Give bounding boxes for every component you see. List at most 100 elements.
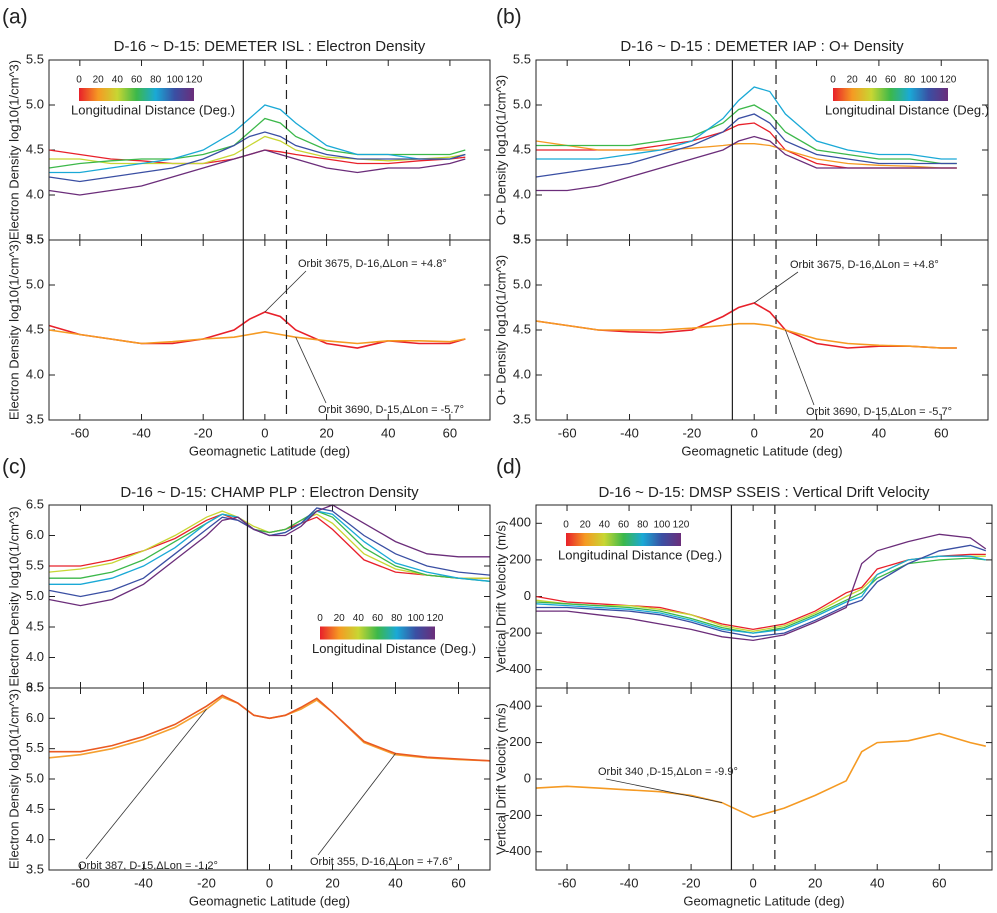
data-line [535, 140, 957, 169]
data-line [49, 513, 490, 579]
y-tick-label: 200 [509, 734, 531, 749]
colorbar-label: Longitudinal Distance (Deg.) [558, 547, 722, 562]
y-tick-label: 4.0 [26, 186, 44, 201]
plot-frame [48, 239, 491, 421]
x-tick-label: 40 [388, 875, 402, 890]
annotation: Orbit 387, D-15,ΔLon = -1.2° [78, 860, 218, 872]
x-tick-label: 40 [872, 425, 886, 440]
x-tick-label: -40 [620, 875, 639, 890]
annotation: Orbit 3690, D-15,ΔLon = -5.7° [318, 404, 464, 416]
annotation: Orbit 3690, D-15,ΔLon = -5.7° [806, 406, 952, 418]
colorbar-tick-label: 120 [186, 75, 203, 86]
x-tick-label: 20 [809, 425, 823, 440]
y-tick-label: 5.0 [26, 96, 44, 111]
colorbar-tick-label: 80 [391, 613, 403, 624]
panel-label: (b) [496, 6, 522, 29]
y-axis-label: Electron Density log10(1/cm^3) [6, 506, 21, 686]
y-tick-label: 6.5 [26, 679, 44, 694]
data-line [49, 694, 491, 762]
colorbar-tick-label: 100 [407, 613, 424, 624]
colorbar-tick-label: 40 [866, 75, 878, 86]
y-tick-label: 4.0 [26, 831, 44, 846]
panel-label: (d) [496, 456, 522, 479]
colorbar-tick-label: 80 [904, 75, 916, 86]
colorbar-label: Longitudinal Distance (Deg.) [825, 102, 989, 117]
y-tick-label: 0 [524, 770, 531, 785]
y-tick-label: 5.5 [26, 51, 44, 66]
x-tick-label: -20 [682, 875, 701, 890]
x-tick-label: -20 [197, 875, 216, 890]
data-line [49, 510, 491, 585]
y-tick-label: 4.5 [513, 141, 531, 156]
colorbar-tick-label: 80 [637, 520, 649, 531]
y-tick-label: 6.0 [26, 527, 44, 542]
colorbar-tick-label: 60 [885, 75, 897, 86]
data-line [48, 117, 466, 169]
y-tick-label: 4.0 [513, 186, 531, 201]
x-tick-label: 60 [932, 875, 946, 890]
annotation-pointer [317, 753, 396, 856]
colorbar-tick-label: 20 [93, 75, 105, 86]
x-tick-label: -20 [682, 425, 701, 440]
annotation: Orbit 355, D-16,ΔLon = +7.6° [310, 856, 453, 868]
y-tick-label: 3.5 [513, 411, 531, 426]
data-line [535, 557, 986, 634]
x-tick-label: 0 [750, 875, 757, 890]
y-tick-label: 5.5 [513, 231, 531, 246]
annotation-pointer [85, 708, 207, 860]
data-line [48, 311, 466, 349]
data-line [536, 544, 987, 638]
data-line [535, 302, 957, 349]
y-tick-label: 4.5 [26, 321, 44, 336]
colorbar-tick-label: 80 [150, 75, 162, 86]
plot-frame [535, 239, 989, 421]
x-tick-label: 20 [319, 425, 333, 440]
panel-title: D-16 ~ D-15: DEMETER ISL : Electron Dens… [114, 38, 426, 55]
y-tick-label: 4.5 [513, 321, 531, 336]
y-tick-label: 5.0 [26, 276, 44, 291]
data-line [535, 113, 957, 178]
colorbar [566, 533, 681, 546]
data-line [49, 135, 466, 165]
y-axis-label: Electron Density log10(1/cm^3) [6, 240, 21, 420]
x-tick-label: 40 [870, 875, 884, 890]
plot-frame [535, 504, 993, 689]
data-line [536, 104, 957, 165]
x-axis-label: Geomagnetic Latitude (deg) [683, 893, 844, 908]
colorbar-tick-label: 20 [580, 520, 592, 531]
annotation: Orbit 3675, D-16,ΔLon = +4.8° [790, 259, 939, 271]
colorbar-tick-label: 40 [112, 75, 124, 86]
data-line [49, 510, 491, 582]
y-tick-label: 5.0 [513, 96, 531, 111]
panel-title: D-16 ~ D-15 : DEMETER IAP : O+ Density [620, 38, 904, 55]
y-tick-label: 5.0 [513, 276, 531, 291]
data-line [48, 329, 466, 345]
y-tick-label: 5.5 [26, 740, 44, 755]
x-tick-label: -40 [134, 875, 153, 890]
colorbar-tick-label: 120 [940, 75, 957, 86]
x-tick-label: -40 [620, 425, 639, 440]
y-tick-label: -400 [505, 661, 531, 676]
data-line [48, 510, 490, 579]
panel-label: (a) [2, 6, 28, 29]
x-tick-label: 60 [443, 425, 457, 440]
y-tick-label: 3.5 [26, 679, 44, 694]
x-tick-label: 60 [451, 875, 465, 890]
colorbar-tick-label: 0 [76, 75, 82, 86]
y-axis-label: O+ Density log10(1/cm^3) [493, 75, 508, 225]
x-tick-label: 20 [808, 875, 822, 890]
data-line [535, 320, 957, 349]
y-tick-label: 5.0 [26, 770, 44, 785]
y-tick-label: 4.5 [26, 618, 44, 633]
colorbar-tick-label: 60 [131, 75, 143, 86]
data-line [535, 555, 986, 634]
data-line [48, 696, 491, 762]
colorbar-tick-label: 120 [427, 613, 444, 624]
colorbar-tick-label: 20 [847, 75, 859, 86]
y-tick-label: 6.5 [26, 496, 44, 511]
data-line [48, 504, 490, 607]
y-tick-label: 0 [524, 588, 531, 603]
y-tick-label: 400 [509, 698, 531, 713]
data-line [535, 555, 986, 632]
x-tick-label: -60 [70, 425, 89, 440]
